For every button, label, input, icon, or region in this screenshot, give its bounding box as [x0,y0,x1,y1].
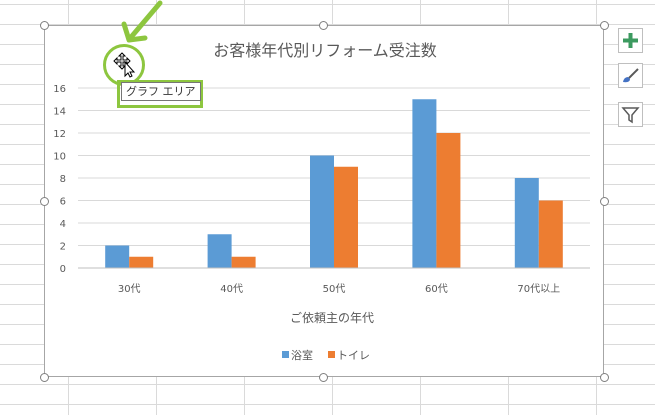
y-tick-label: 14 [53,107,66,118]
bar-浴室-30代[interactable] [105,245,130,269]
chart-styles-button[interactable] [618,63,643,88]
bar-トイレ-50代[interactable] [334,166,358,268]
bar-浴室-50代[interactable] [310,155,334,269]
legend: 浴室 トイレ [282,348,370,362]
resize-handle-top[interactable] [319,21,328,30]
y-tick-label: 16 [53,84,66,95]
legend-swatch [328,351,335,358]
resize-handle-left[interactable] [40,197,49,206]
x-tick-label: 70代以上 [517,283,560,295]
chart-filter-button[interactable] [618,102,643,127]
y-tick-label: 10 [53,152,66,163]
legend-label[interactable]: 浴室 [291,348,313,362]
y-tick-label: 2 [60,242,66,253]
resize-handle-bottom-right[interactable] [600,373,609,382]
y-tick-label: 6 [60,197,66,208]
legend-label[interactable]: トイレ [337,349,370,362]
resize-handle-bottom[interactable] [319,373,328,382]
highlight-box [117,80,203,108]
x-axis-title[interactable]: ご依頼主の年代 [290,310,374,325]
chart-title[interactable]: お客様年代別リフォーム受注数 [213,41,437,60]
y-tick-label: 12 [53,129,66,140]
chart-filter-icon [621,107,640,124]
y-tick-label: 8 [60,174,66,185]
x-tick-label: 40代 [220,283,243,295]
resize-handle-right[interactable] [600,197,609,206]
bar-浴室-70代以上[interactable] [514,178,539,268]
bar-トイレ-70代以上[interactable] [538,200,563,269]
legend-swatch [282,351,289,358]
tooltip-chart-area: グラフ エリア [121,82,201,101]
resize-handle-top-left[interactable] [40,21,49,30]
chart-styles-brush-icon [623,68,639,83]
bar-トイレ-40代[interactable] [231,256,256,268]
y-tick-label: 4 [60,219,66,230]
bar-浴室-60代[interactable] [412,99,437,268]
chart-elements-plus-icon [623,33,638,48]
bars [105,99,563,268]
bar-トイレ-60代[interactable] [436,133,461,268]
move-cursor-icon [113,52,136,78]
y-tick-label: 0 [60,264,66,275]
resize-handle-bottom-left[interactable] [40,373,49,382]
bar-浴室-40代[interactable] [207,234,232,268]
bar-トイレ-30代[interactable] [129,256,154,268]
x-tick-label: 60代 [425,283,448,295]
green-arrow-icon [121,0,163,43]
x-tick-label: 30代 [118,283,141,295]
resize-handle-top-right[interactable] [600,21,609,30]
x-axis-ticks: 30代 40代 50代 60代 70代以上 [118,283,560,295]
x-tick-label: 50代 [323,283,346,295]
y-axis-ticks: 0 2 4 6 8 10 12 14 16 [53,84,66,275]
chart-elements-button[interactable] [618,28,643,53]
